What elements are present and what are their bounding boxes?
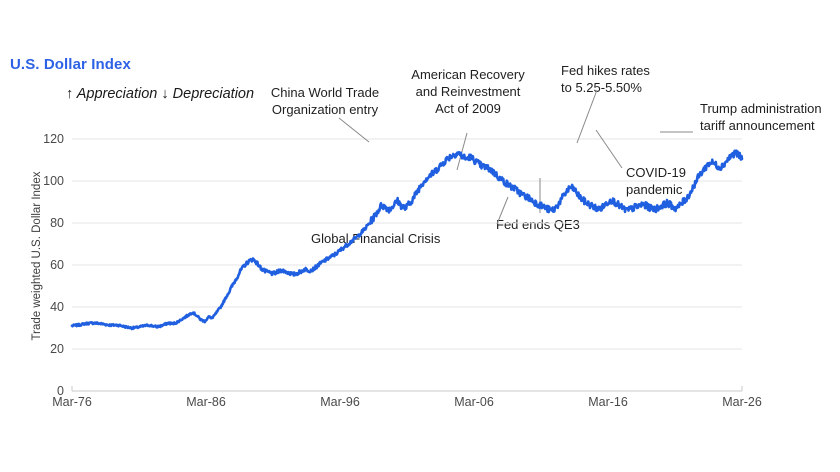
y-tick-label: 20 [50, 342, 64, 356]
leader-line [496, 196, 509, 225]
y-tick-label: 60 [50, 258, 64, 272]
y-tick-label: 80 [50, 216, 64, 230]
leader-line [576, 89, 598, 144]
annotation-arra: American Recovery and Reinvestment Act o… [411, 67, 525, 116]
leader-line [338, 117, 370, 143]
annotation-covid: COVID-19 pandemic [626, 165, 686, 197]
x-tick-label: Mar-26 [722, 395, 762, 409]
annotation-gfc: Global Financial Crisis [311, 231, 441, 246]
x-tick-label: Mar-16 [588, 395, 628, 409]
y-tick-label: 0 [57, 384, 64, 398]
direction-legend-note: ↑ Appreciation ↓ Depreciation [66, 86, 255, 102]
annotation-leader-lines [338, 89, 693, 225]
gridlines [72, 138, 742, 392]
annotation-trump-tariff: Trump administration tariff announcement [700, 101, 822, 133]
chart-title: U.S. Dollar Index [10, 56, 131, 73]
y-tick-label: 40 [50, 300, 64, 314]
leader-line [456, 132, 468, 171]
leader-line [595, 129, 623, 169]
annotation-fed-hikes: Fed hikes rates to 5.25-5.50% [561, 63, 650, 95]
x-tick-label: Mar-96 [320, 395, 360, 409]
annotation-qe3: Fed ends QE3 [496, 217, 580, 232]
x-tick-label: Mar-86 [186, 395, 226, 409]
series-line-usd-index [70, 149, 744, 331]
y-tick-label: 120 [43, 132, 64, 146]
axis-lines [71, 386, 743, 391]
x-tick-label: Mar-76 [52, 395, 92, 409]
y-tick-label: 100 [43, 174, 64, 188]
annotation-china-wto: China World Trade Organization entry [270, 85, 380, 117]
x-tick-label: Mar-06 [454, 395, 494, 409]
